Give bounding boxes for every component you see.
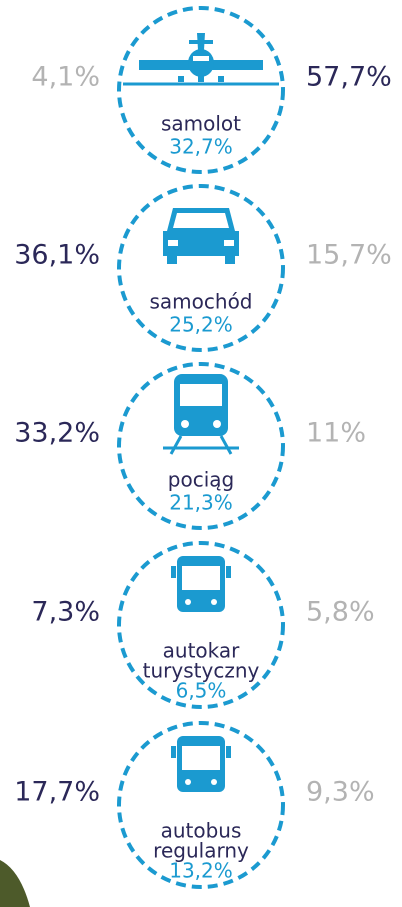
right-value: 5,8% <box>306 597 375 628</box>
icon <box>180 384 222 406</box>
icon <box>178 76 184 82</box>
mode-label: samochód <box>150 290 253 314</box>
dashed-circle <box>117 541 285 709</box>
icon <box>226 746 231 758</box>
center-value: 13,2% <box>169 859 233 883</box>
icon <box>185 779 191 785</box>
icon <box>171 566 176 578</box>
center-value: 21,3% <box>169 491 233 515</box>
icon <box>185 599 191 605</box>
icon <box>168 240 178 246</box>
corner-image <box>0 860 30 907</box>
center-value: 25,2% <box>169 313 233 337</box>
icon <box>213 420 221 428</box>
left-value: 4,1% <box>31 62 100 93</box>
right-value: 57,7% <box>306 62 392 93</box>
dashed-circle <box>117 184 285 352</box>
icon <box>163 435 239 455</box>
dashed-circle <box>117 721 285 889</box>
mode-label: turystyczny <box>143 659 260 683</box>
left-value: 17,7% <box>14 777 100 808</box>
center-value: 32,7% <box>169 135 233 159</box>
left-value: 36,1% <box>14 240 100 271</box>
icon <box>189 33 213 50</box>
icon <box>171 746 176 758</box>
icon <box>198 76 204 82</box>
icon <box>211 599 217 605</box>
dashed-circle <box>117 6 285 174</box>
right-value: 9,3% <box>306 777 375 808</box>
mode-label: regularny <box>153 839 249 863</box>
icon <box>226 566 231 578</box>
center-value: 6,5% <box>176 679 227 703</box>
icon <box>218 76 224 82</box>
dashed-circle <box>117 362 285 530</box>
left-value: 7,3% <box>31 597 100 628</box>
icon <box>188 49 214 77</box>
icon <box>167 254 177 264</box>
mode-label: samolot <box>161 112 241 136</box>
icon <box>182 566 220 590</box>
icon <box>182 746 220 770</box>
icon <box>173 213 229 228</box>
icon <box>225 254 235 264</box>
icon <box>224 240 234 246</box>
mode-label: autobus <box>161 819 242 843</box>
mode-label: pociąg <box>168 468 234 492</box>
icon <box>211 779 217 785</box>
icon <box>181 420 189 428</box>
icon <box>193 56 209 61</box>
right-value: 11% <box>306 418 366 449</box>
left-value: 33,2% <box>14 418 100 449</box>
mode-label: autokar <box>163 639 240 663</box>
right-value: 15,7% <box>306 240 392 271</box>
